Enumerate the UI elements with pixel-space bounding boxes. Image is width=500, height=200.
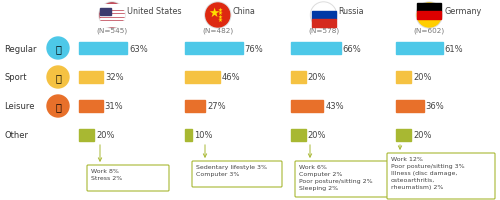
Circle shape xyxy=(416,3,442,29)
Text: (N=482): (N=482) xyxy=(202,28,234,34)
Text: 10%: 10% xyxy=(194,131,213,140)
Bar xyxy=(100,25,124,27)
Bar xyxy=(100,15,124,17)
Bar xyxy=(418,12,442,20)
Text: 20%: 20% xyxy=(308,73,326,82)
Text: Work 6%
Computer 2%
Poor posture/sitting 2%
Sleeping 2%: Work 6% Computer 2% Poor posture/sitting… xyxy=(299,164,372,190)
Bar xyxy=(290,100,323,112)
Text: 36%: 36% xyxy=(426,102,444,111)
Bar xyxy=(418,4,442,12)
Text: ★: ★ xyxy=(218,11,222,16)
Bar xyxy=(290,72,306,84)
Bar xyxy=(396,100,423,112)
Circle shape xyxy=(47,96,69,117)
Text: 31%: 31% xyxy=(104,102,123,111)
Circle shape xyxy=(100,4,124,28)
Circle shape xyxy=(99,3,125,29)
Text: 🎲: 🎲 xyxy=(55,101,61,111)
Text: (N=545): (N=545) xyxy=(96,28,128,34)
Bar xyxy=(396,72,411,84)
Circle shape xyxy=(312,4,336,28)
Text: Sport: Sport xyxy=(4,73,26,82)
Text: 76%: 76% xyxy=(244,44,264,53)
Text: ★: ★ xyxy=(218,18,222,23)
FancyBboxPatch shape xyxy=(192,161,282,187)
Bar xyxy=(396,129,411,141)
Text: China: China xyxy=(233,7,256,16)
Text: 🚴: 🚴 xyxy=(55,73,61,83)
Bar xyxy=(100,22,124,24)
Bar xyxy=(100,8,124,10)
Text: 61%: 61% xyxy=(444,44,464,53)
Text: Work 8%
Stress 2%: Work 8% Stress 2% xyxy=(91,168,122,180)
Bar xyxy=(79,72,104,84)
FancyBboxPatch shape xyxy=(295,161,393,197)
Text: (N=602): (N=602) xyxy=(414,28,445,34)
Text: ★: ★ xyxy=(208,6,220,19)
Bar xyxy=(290,43,341,55)
Bar xyxy=(312,12,336,20)
Text: 43%: 43% xyxy=(325,102,344,111)
Text: Other: Other xyxy=(4,131,28,140)
Text: 20%: 20% xyxy=(308,131,326,140)
Bar xyxy=(396,43,442,55)
Text: Germany: Germany xyxy=(444,7,482,16)
Text: 63%: 63% xyxy=(129,44,148,53)
Text: Leisure: Leisure xyxy=(4,102,34,111)
Text: 32%: 32% xyxy=(106,73,124,82)
Bar xyxy=(185,129,192,141)
Circle shape xyxy=(47,38,69,60)
Circle shape xyxy=(206,4,230,28)
Bar xyxy=(100,12,124,13)
Text: 20%: 20% xyxy=(414,131,432,140)
Bar xyxy=(312,20,336,28)
Text: United States: United States xyxy=(127,7,182,16)
Bar xyxy=(79,43,127,55)
Text: 66%: 66% xyxy=(343,44,361,53)
Bar xyxy=(185,100,206,112)
Text: Russia: Russia xyxy=(338,7,364,16)
FancyBboxPatch shape xyxy=(87,165,169,191)
FancyBboxPatch shape xyxy=(387,153,495,199)
Text: 20%: 20% xyxy=(96,131,114,140)
Text: ★: ★ xyxy=(218,7,222,12)
Bar xyxy=(100,9,111,16)
Text: 💻: 💻 xyxy=(55,44,61,54)
Bar xyxy=(290,129,306,141)
Text: Sedentary lifestyle 3%
Computer 3%: Sedentary lifestyle 3% Computer 3% xyxy=(196,164,267,176)
Bar xyxy=(100,5,124,7)
Circle shape xyxy=(310,3,336,29)
Bar xyxy=(185,43,242,55)
Circle shape xyxy=(47,67,69,89)
Circle shape xyxy=(205,3,231,29)
Bar xyxy=(100,18,124,20)
Text: Regular: Regular xyxy=(4,44,36,53)
Text: (N=578): (N=578) xyxy=(308,28,339,34)
Bar xyxy=(79,129,94,141)
Text: 20%: 20% xyxy=(414,73,432,82)
Text: Work 12%
Poor posture/sitting 3%
Illness (disc damage,
osteoarthritis,
rheumatis: Work 12% Poor posture/sitting 3% Illness… xyxy=(391,156,464,189)
Text: ★: ★ xyxy=(218,14,222,19)
Text: 46%: 46% xyxy=(222,73,240,82)
Bar xyxy=(79,100,102,112)
Bar xyxy=(185,72,220,84)
Text: 27%: 27% xyxy=(208,102,226,111)
Circle shape xyxy=(418,4,442,28)
